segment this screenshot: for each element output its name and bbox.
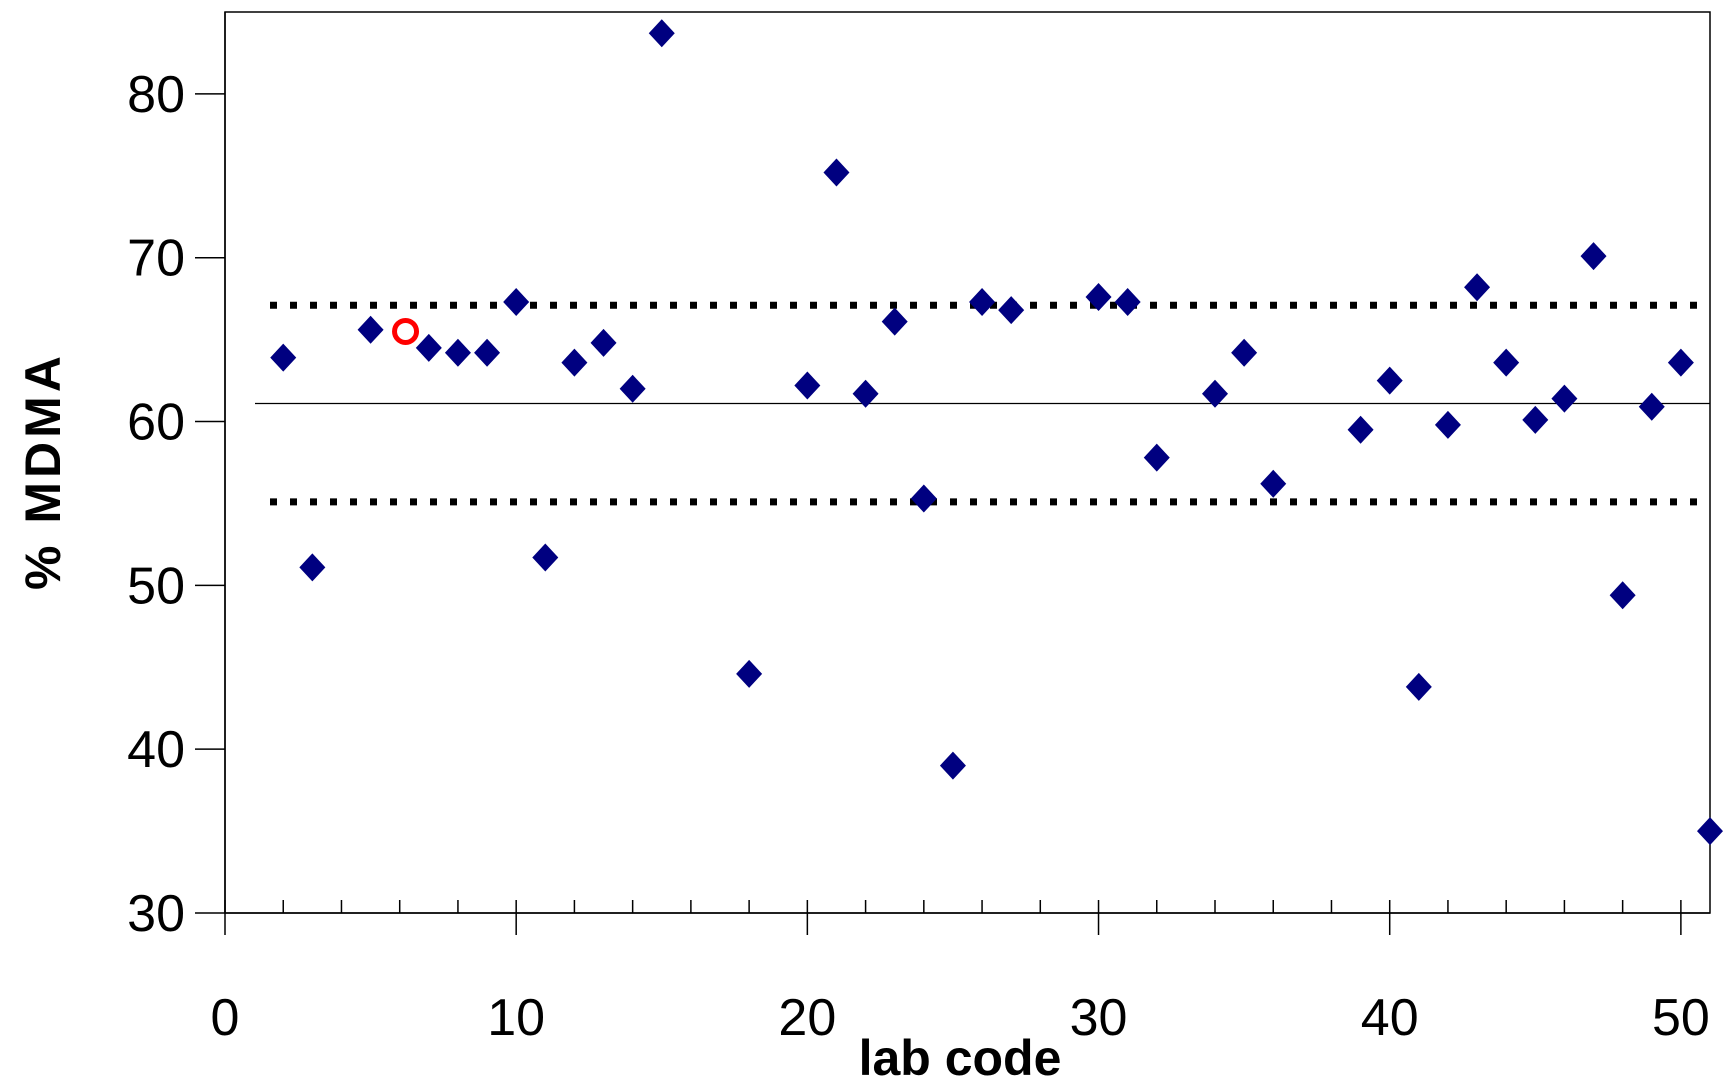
data-point (357, 315, 384, 344)
data-point (1376, 366, 1403, 395)
data-point (1522, 405, 1549, 434)
data-point (503, 287, 530, 316)
data-points (270, 19, 1723, 846)
data-point (1202, 379, 1228, 408)
data-point (794, 371, 821, 400)
data-point (590, 328, 617, 357)
data-point (1464, 273, 1491, 302)
data-point (1638, 392, 1665, 421)
x-tick-label: 30 (1070, 989, 1128, 1047)
data-point (648, 19, 675, 48)
data-point (1114, 287, 1141, 316)
tick-marks (195, 93, 1682, 935)
data-point (1231, 338, 1258, 367)
x-tick-label: 50 (1652, 989, 1710, 1047)
data-point (1493, 348, 1520, 377)
data-point (1580, 242, 1607, 271)
data-point (415, 333, 442, 362)
data-point (1434, 410, 1461, 439)
data-point (823, 158, 850, 187)
y-tick-label: 50 (127, 557, 185, 615)
data-point (1405, 672, 1432, 701)
axes (224, 11, 1711, 914)
plot-frame (224, 11, 1711, 914)
data-point (910, 484, 937, 513)
y-tick-label: 40 (127, 721, 185, 779)
y-axis-title: % MDMA (15, 352, 71, 590)
data-point (1609, 581, 1636, 610)
data-point (852, 379, 879, 408)
data-point (939, 751, 966, 780)
data-point (1143, 443, 1170, 472)
data-point (474, 338, 501, 367)
data-point (1667, 348, 1694, 377)
data-point (299, 553, 326, 582)
tick-labels: 0 10 20 30 40 50 30 40 50 60 70 80 (127, 66, 1710, 1047)
data-point (1697, 817, 1723, 846)
x-tick-label: 10 (487, 989, 545, 1047)
x-tick-label: 20 (778, 989, 836, 1047)
x-tick-label: 40 (1361, 989, 1419, 1047)
data-point (1085, 283, 1112, 312)
data-point (561, 348, 588, 377)
data-point (619, 374, 646, 403)
highlight-point (392, 317, 420, 345)
data-point (969, 287, 996, 316)
y-tick-label: 80 (127, 66, 185, 124)
x-tick-label: 0 (211, 989, 240, 1047)
data-point (998, 296, 1025, 325)
y-tick-label: 30 (127, 885, 185, 943)
data-point (444, 338, 471, 367)
data-point (736, 659, 763, 688)
data-point (1551, 384, 1578, 413)
data-point (1260, 469, 1287, 498)
y-tick-label: 60 (127, 394, 185, 452)
data-point (532, 543, 559, 572)
reference-lines (255, 301, 1710, 506)
x-axis-title: lab code (859, 1030, 1062, 1083)
data-point (1347, 415, 1374, 444)
data-point (270, 343, 297, 372)
data-point (881, 307, 908, 336)
y-tick-label: 70 (127, 230, 185, 288)
